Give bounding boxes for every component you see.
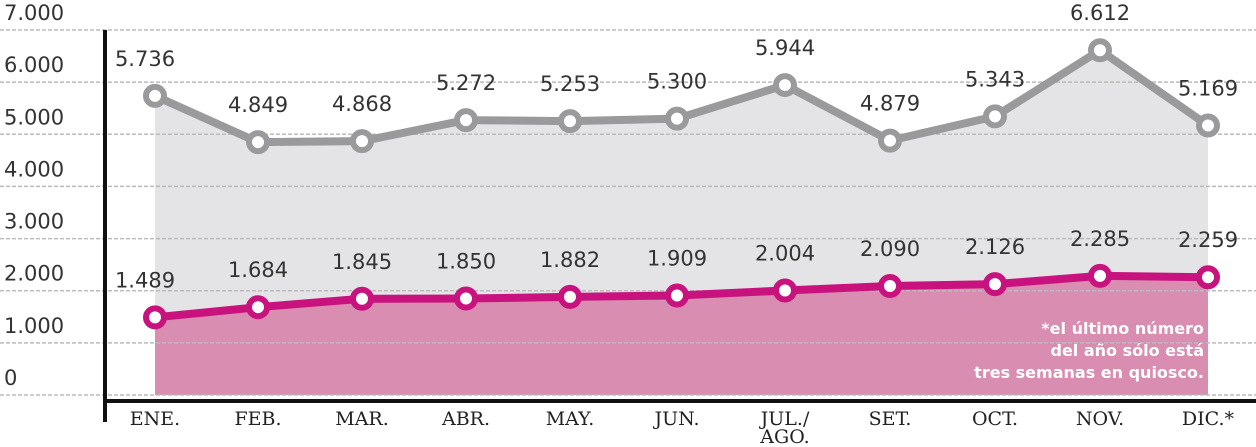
y-tick-label: 6.000 xyxy=(4,53,64,77)
marker xyxy=(983,272,1007,297)
y-tick-label: 3.000 xyxy=(4,210,64,234)
marker xyxy=(1088,38,1112,63)
marker xyxy=(143,83,167,108)
marker xyxy=(878,274,902,299)
marker xyxy=(1196,113,1220,138)
x-tick-label: NOV. xyxy=(1075,408,1125,430)
marker xyxy=(350,129,374,154)
value-label: 2.126 xyxy=(965,235,1025,259)
marker xyxy=(773,278,797,303)
y-tick-label: 5.000 xyxy=(4,105,64,129)
value-label: 5.169 xyxy=(1178,76,1238,100)
value-label: 4.849 xyxy=(228,93,288,117)
value-label: 5.944 xyxy=(755,36,815,60)
marker xyxy=(454,108,478,133)
annotation: *el último número del año sólo está tres… xyxy=(974,319,1204,382)
x-tick-label: JUN. xyxy=(654,408,700,430)
value-label: 6.612 xyxy=(1070,1,1130,25)
value-label: 4.868 xyxy=(332,92,392,116)
marker xyxy=(454,286,478,311)
value-label: 5.343 xyxy=(965,67,1025,91)
marker xyxy=(773,73,797,98)
marker xyxy=(1196,265,1220,290)
marker xyxy=(143,305,167,330)
value-label: 1.845 xyxy=(332,250,392,274)
marker xyxy=(665,106,689,131)
y-tick-label: 2.000 xyxy=(4,262,64,286)
value-label: 2.259 xyxy=(1178,228,1238,252)
y-tick-label: 7.000 xyxy=(4,1,64,25)
marker xyxy=(1088,263,1112,288)
marker xyxy=(878,128,902,153)
value-label: 1.850 xyxy=(436,250,496,274)
marker xyxy=(246,295,270,320)
y-tick-label: 1.000 xyxy=(4,314,64,338)
value-label: 2.090 xyxy=(860,237,920,261)
marker xyxy=(558,284,582,309)
marker xyxy=(558,109,582,134)
marker xyxy=(246,130,270,155)
x-tick-label: SET. xyxy=(868,408,912,430)
x-tick-label: ABR. xyxy=(441,408,491,430)
value-label: 5.253 xyxy=(540,72,600,96)
x-tick-label: FEB. xyxy=(234,408,282,430)
x-tick-label: MAY. xyxy=(545,408,595,430)
x-tick-label: DIC.* xyxy=(1181,408,1235,430)
value-label: 5.300 xyxy=(647,70,707,94)
value-label: 4.879 xyxy=(860,92,920,116)
x-tick-label: MAR. xyxy=(335,408,389,430)
value-label: 1.909 xyxy=(647,246,707,270)
y-tick-label: 4.000 xyxy=(4,157,64,181)
value-label: 5.736 xyxy=(115,47,175,71)
marker xyxy=(983,104,1007,129)
value-label: 2.004 xyxy=(755,242,815,266)
value-label: 2.285 xyxy=(1070,227,1130,251)
value-label: 1.684 xyxy=(228,258,288,282)
y-tick-label: 0 xyxy=(4,366,17,390)
marker xyxy=(665,283,689,308)
value-label: 1.489 xyxy=(115,268,175,292)
value-label: 5.272 xyxy=(436,71,496,95)
value-label: 1.882 xyxy=(540,248,600,272)
area xyxy=(155,275,1208,395)
marker xyxy=(350,286,374,311)
x-tick-label: JUL./ AGO. xyxy=(760,408,810,447)
x-tick-label: ENE. xyxy=(129,408,181,430)
x-tick-label: OCT. xyxy=(971,408,1019,430)
